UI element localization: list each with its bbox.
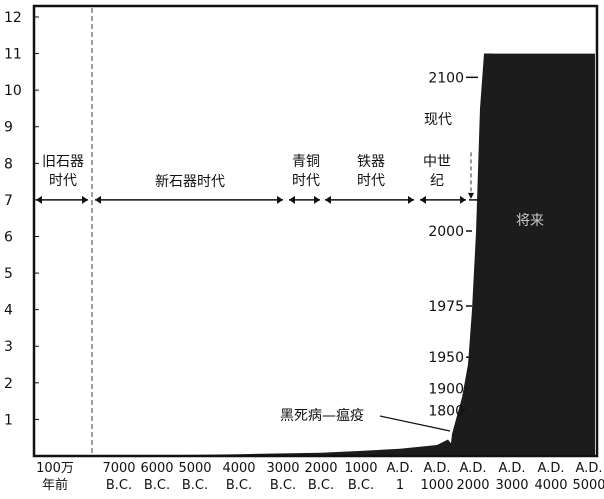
- y-tick-label: 3: [4, 339, 13, 355]
- period-label: 中世: [423, 154, 451, 170]
- x-tick-label-bottom: 2000: [456, 478, 489, 493]
- y-tick-label: 2: [4, 376, 13, 392]
- x-tick-label-bottom: 年前: [42, 477, 68, 493]
- y-tick-label: 9: [4, 120, 13, 136]
- x-tick-label-top: A.D.: [499, 461, 526, 476]
- x-tick-label-top: 5000: [178, 461, 211, 476]
- period-label: 时代: [49, 173, 77, 189]
- year-label: 1900: [428, 381, 464, 397]
- plateau-shoulder: [484, 53, 494, 109]
- arrow-right-icon: [82, 195, 88, 204]
- arrow-right-icon: [460, 195, 466, 204]
- arrow-left-icon: [289, 195, 295, 204]
- y-tick-label: 4: [4, 303, 13, 319]
- x-tick-label-bottom: B.C.: [182, 478, 208, 493]
- x-tick-label-top: A.D.: [387, 461, 414, 476]
- arrow-left-icon: [325, 195, 331, 204]
- annotations: 黑死病—瘟疫 将来: [280, 213, 544, 432]
- period-timeline: [36, 152, 482, 204]
- arrow-right-icon: [314, 195, 320, 204]
- plague-pointer: [379, 415, 451, 432]
- x-tick-label-bottom: 3000: [495, 478, 528, 493]
- x-tick-label-top: 6000: [140, 461, 173, 476]
- year-label: 2100: [428, 70, 464, 86]
- y-tick-label: 11: [4, 47, 22, 63]
- plot-frame: [32, 4, 599, 458]
- y-tick-label: 7: [4, 193, 13, 209]
- x-tick-label-bottom: B.C.: [270, 478, 296, 493]
- period-label: 青铜: [292, 154, 320, 170]
- x-tick-label-top: A.D.: [460, 461, 487, 476]
- future-label: 将来: [516, 213, 544, 229]
- period-label: 时代: [357, 173, 385, 189]
- period-label: 铁器: [357, 154, 385, 170]
- x-tick-label-top: 1000: [344, 461, 377, 476]
- arrow-left-icon: [95, 195, 101, 204]
- period-label: 旧石器: [42, 154, 84, 170]
- arrow-down-icon: [468, 192, 474, 199]
- x-tick-label-top: 2000: [304, 461, 337, 476]
- arrow-right-icon: [277, 195, 283, 204]
- x-tick-label-bottom: 1000: [420, 478, 453, 493]
- y-tick-label: 1: [4, 412, 13, 428]
- x-tick-label-top: 3000: [266, 461, 299, 476]
- arrow-right-icon: [408, 195, 414, 204]
- period-label: 新石器时代: [155, 174, 225, 190]
- x-tick-label-bottom: B.C.: [308, 478, 334, 493]
- x-tick-label-top: A.D.: [538, 461, 565, 476]
- x-tick-label-bottom: 4000: [534, 478, 567, 493]
- population-area: [34, 53, 595, 456]
- arrow-left-icon: [420, 195, 426, 204]
- y-tick-label: 12: [4, 10, 22, 26]
- year-label: 1975: [428, 299, 464, 315]
- period-label: 时代: [292, 173, 320, 189]
- x-tick-label-top: 100万: [36, 461, 74, 476]
- period-label: 纪: [430, 173, 444, 189]
- year-label: 1950: [428, 350, 464, 366]
- x-tick-label-bottom: B.C.: [226, 478, 252, 493]
- year-label: 2000: [428, 224, 464, 240]
- year-label: 1800: [428, 403, 464, 419]
- period-label: 现代: [424, 112, 452, 128]
- x-tick-label-top: 4000: [222, 461, 255, 476]
- x-tick-label-bottom: 5000: [572, 478, 604, 493]
- x-tick-label-bottom: 1: [396, 478, 404, 493]
- y-tick-label: 8: [4, 156, 13, 172]
- year-labels: 1800 1900 1950 1975 2000 2100: [428, 70, 478, 419]
- x-tick-label-top: A.D.: [576, 461, 603, 476]
- x-tick-label-bottom: B.C.: [144, 478, 170, 493]
- x-tick-label-top: 7000: [102, 461, 135, 476]
- x-tick-label-bottom: B.C.: [348, 478, 374, 493]
- plague-annotation: 黑死病—瘟疫: [280, 407, 364, 424]
- y-tick-label: 5: [4, 266, 13, 282]
- y-tick-label: 10: [4, 83, 22, 99]
- y-tick-label: 6: [4, 229, 13, 245]
- x-tick-label-top: A.D.: [424, 461, 451, 476]
- x-tick-label-bottom: B.C.: [106, 478, 132, 493]
